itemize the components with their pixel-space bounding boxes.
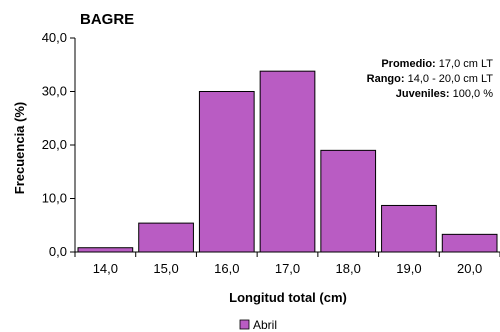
y-tick-label: 30,0 — [42, 84, 67, 99]
stats-label: Rango: — [367, 73, 408, 85]
bar-19-0 — [381, 204, 437, 253]
stats-line: Juveniles: 100,0 % — [396, 88, 493, 100]
bar-15-0 — [138, 222, 194, 253]
stats-value: 100,0 % — [453, 88, 494, 100]
stats-label: Promedio: — [381, 58, 438, 70]
bars-group — [77, 70, 498, 253]
legend-label: Abril — [253, 318, 277, 332]
x-tick-label: 17,0 — [275, 261, 300, 276]
stats-line: Promedio: 17,0 cm LT — [381, 58, 493, 70]
y-axis: 0,0 10,0 20,0 30,0 40,0 — [42, 30, 75, 259]
stats-annotation: Promedio: 17,0 cm LT Rango: 14,0 - 20,0 c… — [367, 58, 494, 100]
y-tick-label: 40,0 — [42, 30, 67, 45]
x-tick-label: 19,0 — [396, 261, 421, 276]
x-tick-label: 18,0 — [336, 261, 361, 276]
x-tick-label: 14,0 — [93, 261, 118, 276]
x-axis-title: Longitud total (cm) — [229, 290, 347, 305]
x-tick-label: 16,0 — [214, 261, 239, 276]
legend: Abril — [239, 318, 277, 332]
bar-14-0 — [77, 247, 134, 253]
x-tick-label: 20,0 — [457, 261, 482, 276]
chart-title: BAGRE — [80, 11, 134, 28]
legend-swatch — [239, 319, 250, 330]
y-tick-label: 20,0 — [42, 137, 67, 152]
stats-value: 17,0 cm LT — [439, 58, 493, 70]
bar-16-0 — [198, 91, 255, 253]
y-tick-label: 0,0 — [49, 244, 67, 259]
bar-20-0 — [441, 233, 498, 253]
x-tick-label: 15,0 — [153, 261, 178, 276]
y-axis-title: Frecuencia (%) — [12, 102, 27, 194]
bar-17-0 — [259, 70, 316, 253]
x-axis: 14,0 15,0 16,0 17,0 18,0 19,0 20,0 — [74, 252, 500, 276]
stats-label: Juveniles: — [396, 88, 453, 100]
bar-18-0 — [320, 149, 377, 253]
stats-value: 14,0 - 20,0 cm LT — [408, 73, 494, 85]
stats-line: Rango: 14,0 - 20,0 cm LT — [367, 73, 494, 85]
y-tick-label: 10,0 — [42, 191, 67, 206]
